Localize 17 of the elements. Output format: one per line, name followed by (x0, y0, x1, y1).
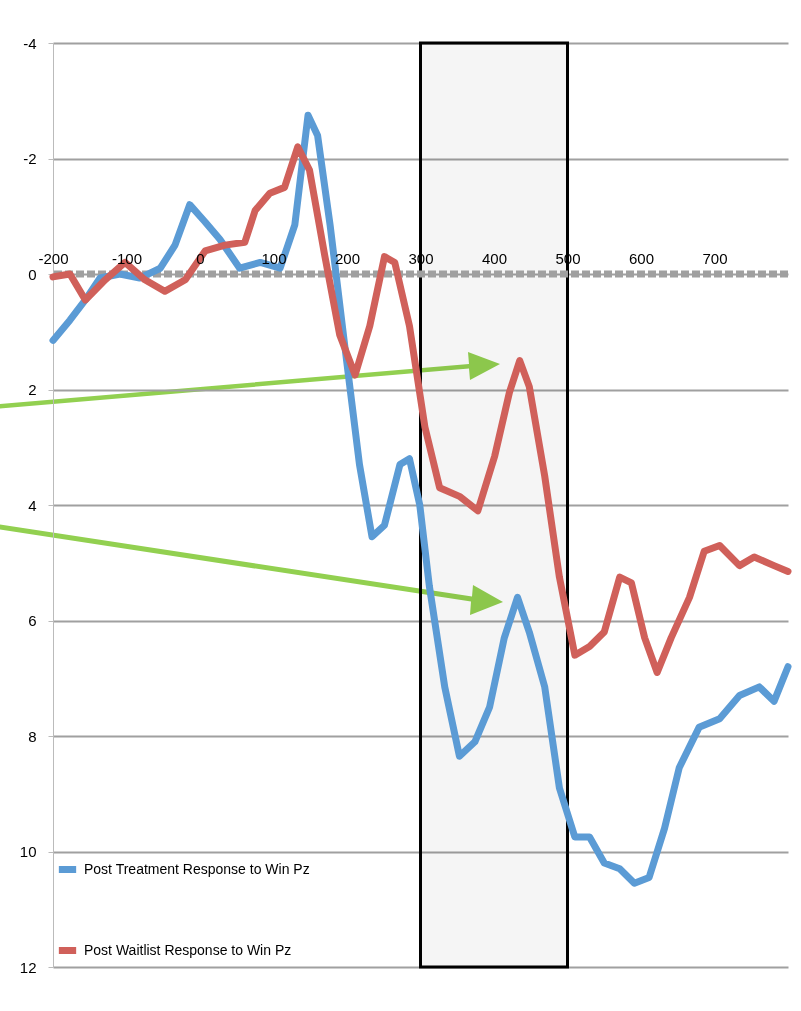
y-tick-label: 8 (28, 727, 37, 745)
legend-label: Post Waitlist Response to Win Pz (84, 941, 292, 958)
y-tick-label: 0 (28, 265, 37, 283)
y-tick-label: -2 (23, 150, 37, 167)
x-tick-label: 0 (196, 249, 205, 267)
y-tick-label: 12 (19, 958, 37, 976)
y-tick-label: 10 (19, 843, 37, 860)
legend-label: Post Treatment Response to Win Pz (84, 860, 310, 877)
x-tick-label: -100 (111, 249, 143, 267)
x-tick-label: 700 (702, 249, 728, 267)
x-tick-label: -200 (38, 249, 69, 267)
y-tick-label: 6 (28, 612, 37, 629)
y-tick-label: 2 (28, 381, 37, 398)
x-tick-label: 400 (481, 249, 508, 267)
y-tick-label: -4 (23, 34, 37, 52)
x-tick-label: 600 (628, 249, 655, 267)
y-tick-label: 4 (28, 496, 37, 514)
